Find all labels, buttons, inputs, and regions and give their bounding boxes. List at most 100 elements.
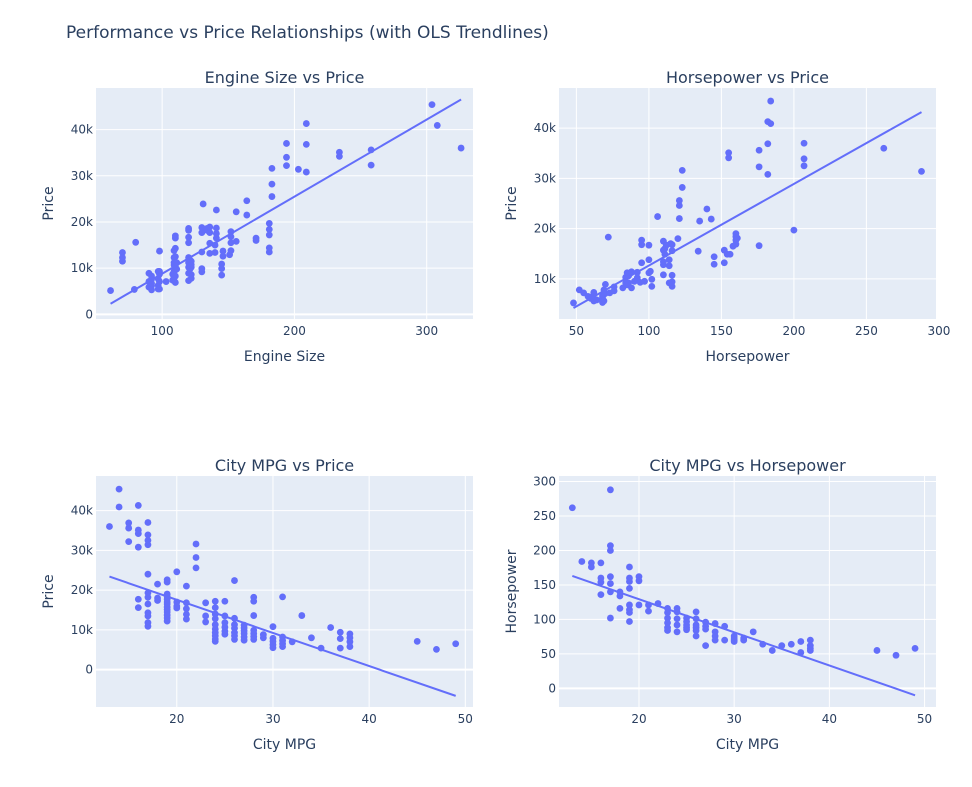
y-tick-label: 200	[533, 543, 556, 557]
data-point	[707, 215, 715, 223]
data-point	[433, 645, 440, 653]
data-point	[660, 258, 667, 266]
data-point	[144, 612, 152, 620]
data-point	[283, 140, 290, 147]
data-point	[265, 244, 273, 252]
x-tick-label: 200	[782, 324, 805, 338]
x-tick-label: 50	[458, 712, 473, 726]
data-point	[726, 250, 734, 258]
data-point	[206, 249, 214, 257]
data-point	[755, 242, 763, 250]
data-point	[635, 601, 643, 609]
data-point	[635, 577, 643, 585]
data-point	[335, 148, 343, 156]
data-point	[269, 644, 277, 652]
data-point	[219, 247, 227, 255]
data-point	[294, 165, 302, 173]
subplot-2: 50 100 150 200 250 300 10k 20k 30k 40k Horsepower …	[504, 68, 950, 365]
data-point	[144, 600, 152, 608]
data-point	[243, 211, 251, 219]
data-point	[198, 229, 206, 237]
data-point	[173, 265, 181, 273]
y-tick-label: 20k	[71, 215, 93, 229]
data-point	[202, 612, 210, 620]
data-point	[185, 239, 192, 247]
data-point	[134, 526, 142, 534]
data-point	[568, 504, 576, 512]
data-point	[231, 636, 238, 643]
x-tick-label: 250	[855, 324, 878, 338]
data-point	[221, 597, 229, 605]
data-point	[132, 238, 140, 246]
data-point	[250, 612, 258, 619]
y-tick-label: 40k	[71, 504, 93, 518]
x-tick-label: 200	[283, 324, 306, 338]
data-point	[250, 636, 258, 643]
plot-area	[96, 476, 473, 707]
data-point	[171, 232, 179, 240]
data-point	[702, 642, 710, 650]
x-axis-label: City MPG	[716, 737, 779, 753]
data-point	[115, 503, 123, 511]
data-point	[703, 205, 711, 213]
x-tick-label: 50	[917, 712, 932, 726]
subplot-3: 20 30 40 50 0 10k 20k 30k 40k City MPG vs Price Ci…	[41, 456, 473, 753]
data-point	[668, 278, 676, 286]
data-point	[733, 234, 741, 242]
data-point	[675, 197, 683, 204]
data-point	[218, 271, 226, 279]
data-point	[433, 122, 441, 129]
y-tick-label: 0	[85, 307, 93, 321]
x-tick-label: 100	[151, 324, 174, 338]
x-tick-label: 30	[727, 712, 742, 726]
data-point	[428, 101, 436, 109]
data-point	[212, 230, 220, 237]
data-point	[283, 153, 290, 161]
data-point	[265, 231, 273, 239]
x-tick-label: 100	[637, 324, 660, 338]
data-point	[227, 247, 235, 255]
data-point	[163, 617, 171, 625]
y-tick-label: 20k	[71, 583, 93, 597]
data-point	[767, 120, 775, 128]
data-point	[768, 647, 776, 654]
data-point	[645, 607, 652, 615]
data-point	[587, 559, 595, 567]
data-point	[211, 615, 219, 623]
data-point	[192, 554, 200, 561]
data-point	[740, 636, 748, 644]
data-point	[764, 140, 772, 148]
data-point	[250, 597, 258, 605]
data-point	[144, 570, 152, 578]
data-point	[626, 584, 633, 592]
data-point	[725, 149, 733, 157]
data-point	[183, 605, 190, 613]
ols-trendline	[571, 575, 916, 697]
data-point	[683, 626, 690, 634]
data-point	[240, 636, 248, 644]
data-point	[665, 256, 673, 264]
data-point	[367, 161, 375, 169]
data-point	[597, 591, 605, 599]
x-axis-label: Horsepower	[705, 349, 789, 365]
data-point	[800, 162, 808, 170]
data-point	[125, 524, 133, 532]
data-point	[668, 271, 676, 279]
data-point	[918, 167, 925, 175]
data-point	[664, 627, 671, 634]
subplot-4: 20 30 40 50 0 50 100 150 200 250 300 City MPG vs Ho…	[504, 456, 936, 753]
data-point	[268, 180, 276, 188]
data-point	[800, 155, 808, 163]
y-tick-label: 10k	[71, 261, 93, 275]
data-point	[346, 638, 354, 646]
marks	[106, 485, 460, 697]
data-point	[607, 573, 614, 581]
data-point	[749, 628, 757, 636]
data-point	[787, 640, 795, 648]
data-point	[730, 638, 738, 645]
y-tick-label: 30k	[71, 169, 93, 183]
y-tick-label: 40k	[534, 121, 556, 135]
data-point	[648, 282, 656, 290]
data-point	[198, 224, 206, 231]
